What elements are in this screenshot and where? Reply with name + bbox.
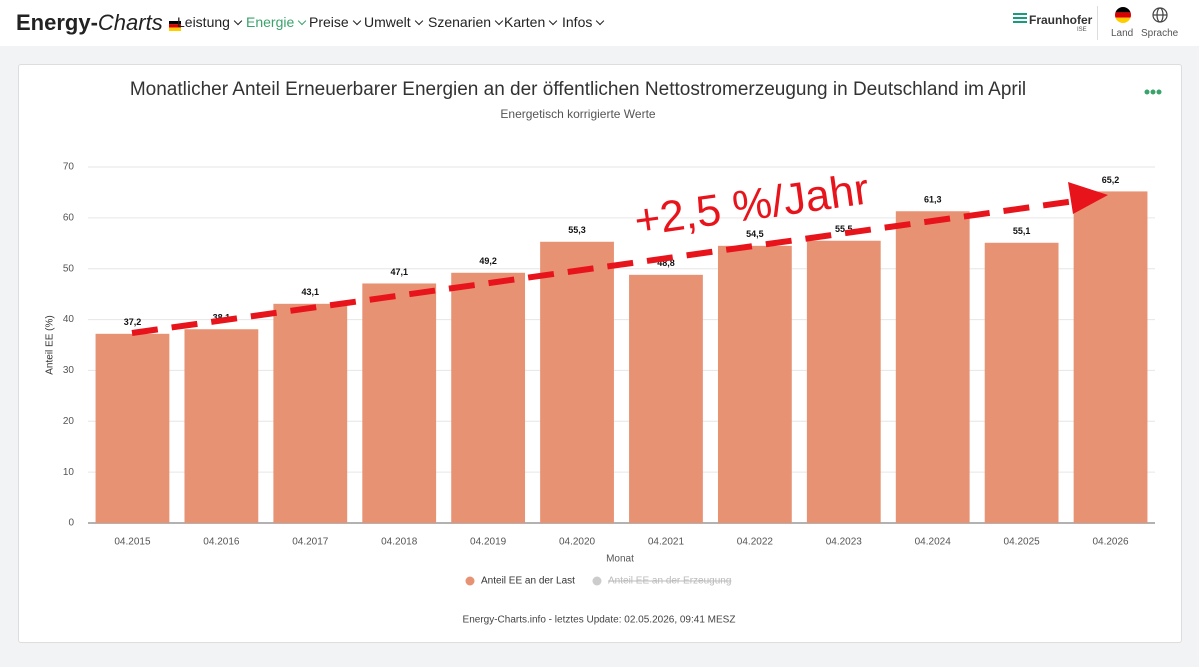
value-label: 48,8: [657, 258, 675, 268]
y-tick-label: 10: [63, 467, 75, 478]
logo[interactable]: Energy-Charts: [16, 10, 181, 36]
globe-icon[interactable]: [1152, 7, 1168, 23]
x-tick-label: 04.2026: [1092, 537, 1129, 548]
logo-bold: Energy-: [16, 10, 98, 35]
y-tick-label: 0: [68, 518, 74, 529]
value-label: 49,2: [479, 256, 497, 266]
value-label: 55,1: [1013, 226, 1031, 236]
y-tick-label: 50: [63, 263, 75, 274]
y-axis-label: Anteil EE (%): [45, 315, 56, 374]
brand-sub: ISE: [1077, 27, 1087, 33]
y-tick-label: 30: [63, 365, 75, 376]
x-axis-label: Monat: [606, 554, 634, 565]
bar: [806, 240, 881, 523]
x-tick-label: 04.2017: [292, 537, 329, 548]
country-label[interactable]: Land: [1111, 28, 1134, 39]
bar: [273, 303, 348, 523]
bar: [895, 211, 970, 523]
bar: [451, 272, 526, 523]
nav-item[interactable]: Infos: [562, 14, 603, 30]
country-flag[interactable]: [1115, 7, 1131, 23]
brand-icon: [1013, 13, 1027, 23]
legend-marker[interactable]: [465, 576, 475, 586]
x-tick-label: 04.2019: [470, 537, 507, 548]
brand[interactable]: Fraunhofer: [1029, 13, 1093, 27]
x-tick-label: 04.2025: [1004, 537, 1041, 548]
bar: [629, 274, 703, 523]
value-label: 37,2: [124, 317, 142, 327]
value-label: 47,1: [390, 267, 408, 277]
y-tick-label: 40: [63, 314, 75, 325]
nav-item[interactable]: Karten: [504, 14, 556, 30]
flag: [168, 21, 181, 31]
y-tick-label: 60: [63, 212, 75, 223]
chart-subtitle: Energetisch korrigierte Werte: [500, 107, 656, 121]
x-tick-label: 04.2016: [203, 537, 240, 548]
legend-marker[interactable]: [592, 576, 602, 586]
value-label: 55,5: [835, 224, 853, 234]
bar: [717, 245, 792, 524]
x-tick-label: 04.2024: [915, 537, 952, 548]
bar: [1073, 191, 1148, 523]
bar: [95, 333, 170, 523]
bar: [984, 242, 1059, 523]
logo-italic: Charts: [97, 10, 163, 35]
x-tick-label: 04.2021: [648, 537, 685, 548]
menu-button[interactable]: [1144, 89, 1162, 95]
divider: [1097, 6, 1098, 40]
legend-label[interactable]: Anteil EE an der Last: [481, 576, 575, 587]
bar: [184, 329, 259, 523]
value-label: 55,3: [568, 225, 586, 235]
value-label: 61,3: [924, 195, 942, 205]
header: Energy-Charts Leistung Energie Preise Um…: [0, 0, 1199, 46]
bar: [362, 283, 437, 523]
nav-item[interactable]: Szenarien: [428, 14, 502, 30]
x-tick-label: 04.2020: [559, 537, 596, 548]
footer-credit: Energy-Charts.info - letztes Update: 02.…: [463, 615, 736, 626]
y-tick-label: 70: [63, 162, 75, 173]
y-tick-label: 20: [63, 416, 75, 427]
x-tick-label: 04.2023: [826, 537, 863, 548]
chart-title: Monatlicher Anteil Erneuerbarer Energien…: [130, 79, 1026, 100]
value-label: 54,5: [746, 229, 764, 239]
nav-item[interactable]: Energie: [246, 14, 305, 30]
language-label[interactable]: Sprache: [1141, 28, 1179, 39]
value-label: 65,2: [1102, 175, 1120, 185]
nav-item[interactable]: Leistung: [177, 14, 241, 30]
nav-item[interactable]: Preise: [309, 14, 360, 30]
bar: [540, 241, 614, 523]
x-tick-label: 04.2018: [381, 537, 418, 548]
value-label: 43,1: [302, 287, 320, 297]
nav-item[interactable]: Umwelt: [364, 14, 422, 30]
x-tick-label: 04.2022: [737, 537, 774, 548]
legend-label[interactable]: Anteil EE an der Erzeugung: [608, 576, 731, 587]
x-tick-label: 04.2015: [114, 537, 151, 548]
trend-arrowhead: [1068, 182, 1108, 214]
